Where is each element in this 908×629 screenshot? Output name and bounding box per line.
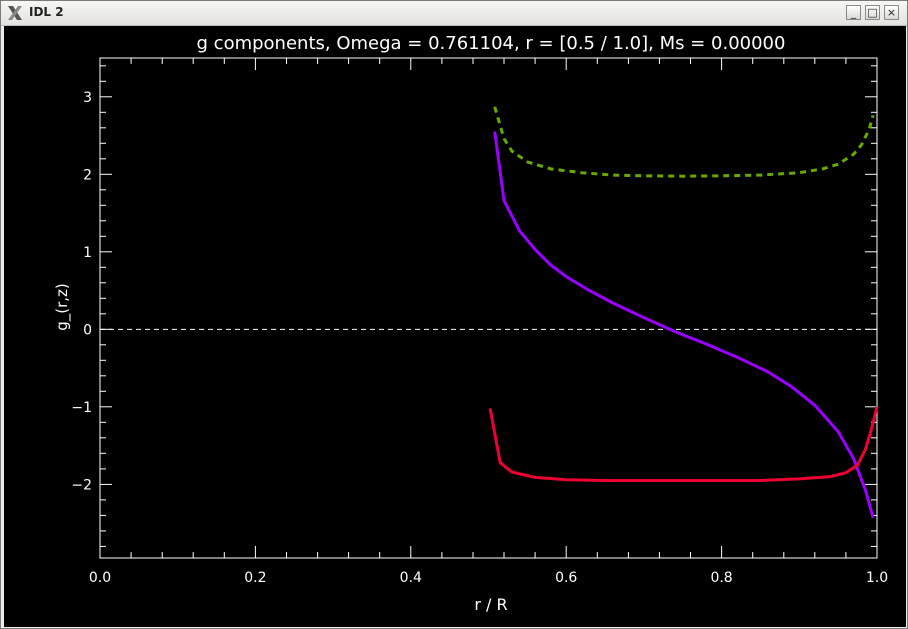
series-line-2 (493, 131, 875, 519)
y-tick-label: −1 (71, 400, 92, 416)
close-button[interactable]: × (884, 5, 899, 20)
x-tick-label: 0.6 (555, 570, 577, 586)
minimize-button[interactable]: _ (846, 5, 861, 20)
window-title: IDL 2 (29, 5, 64, 19)
plot-frame (99, 57, 878, 559)
x-tick-label: 0.0 (89, 570, 111, 586)
series-line-1 (493, 106, 875, 178)
y-tick-label: −2 (71, 477, 92, 493)
x-tick-label: 0.8 (710, 570, 732, 586)
y-tick-label: 0 (83, 322, 92, 338)
x-window-icon (8, 6, 22, 20)
x-axis-label: r / R (474, 595, 507, 614)
x-tick-label: 1.0 (866, 570, 888, 586)
y-axis-label: g_(r,z) (53, 283, 72, 331)
line-chart: 0.0 0.2 0.4 0.6 0.8 1.0 −2 −1 0 1 2 3 g components,… (53, 33, 888, 614)
plot-canvas: 0.0 0.2 0.4 0.6 0.8 1.0 −2 −1 0 1 2 3 g components,… (4, 26, 906, 627)
x-tick-label: 0.2 (244, 570, 266, 586)
maximize-button[interactable]: □ (865, 5, 880, 20)
window-titlebar[interactable]: IDL 2 _ □ × (1, 1, 907, 26)
chart-title: g components, Omega = 0.761104, r = [0.5… (197, 33, 786, 54)
series-line-3 (488, 406, 879, 482)
x-tick-label: 0.4 (400, 570, 422, 586)
y-tick-label: 2 (83, 167, 92, 183)
y-tick-label: 1 (83, 245, 92, 261)
y-tick-label: 3 (83, 90, 92, 106)
